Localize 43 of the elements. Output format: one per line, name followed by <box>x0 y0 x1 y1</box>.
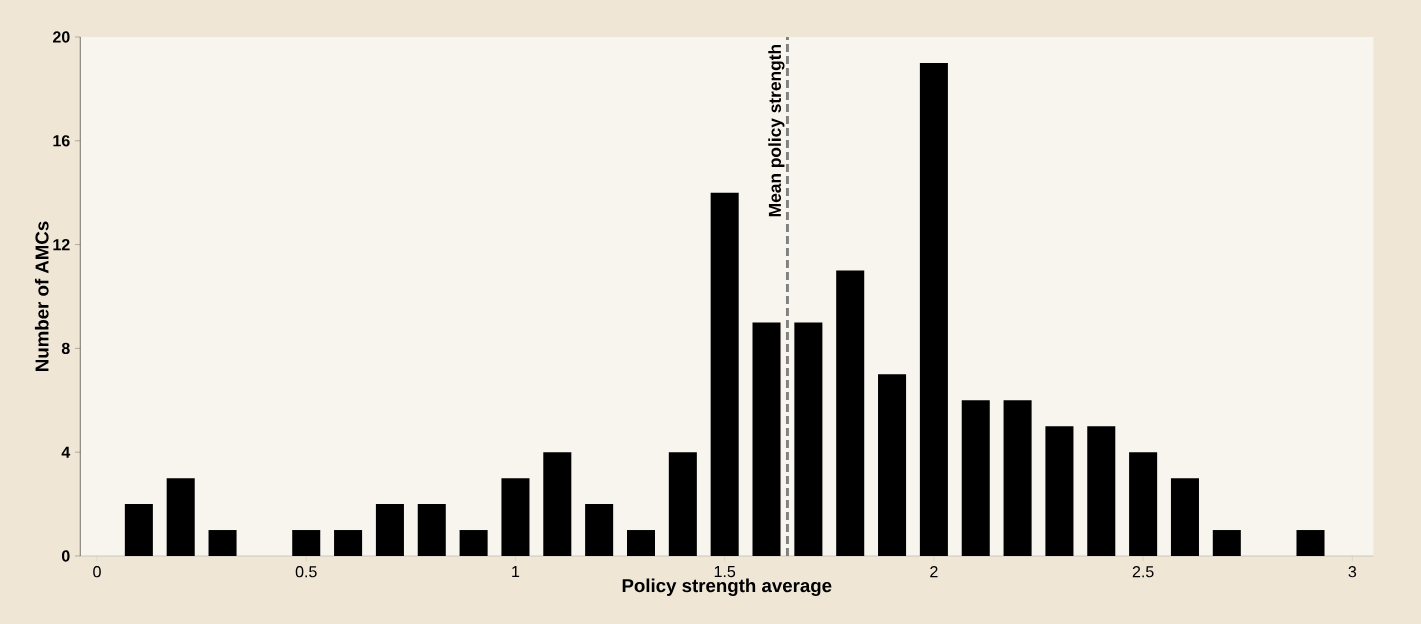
bar <box>794 322 823 556</box>
x-tick-label: 1 <box>512 566 520 578</box>
x-tick-label: 0.5 <box>295 566 317 578</box>
bar <box>1212 530 1241 556</box>
bar <box>1087 426 1116 556</box>
x-axis-title: Policy strength average <box>622 578 832 596</box>
y-tick-label: 12 <box>53 239 70 251</box>
bar <box>961 400 990 556</box>
bar <box>1129 452 1158 556</box>
bar <box>501 478 530 556</box>
x-tick-label: 0 <box>93 566 101 578</box>
bar <box>208 530 237 556</box>
bar <box>334 530 363 556</box>
y-tick-label: 20 <box>53 31 70 43</box>
x-tick-label: 2 <box>930 566 938 578</box>
ref-line-label: Mean policy strength <box>768 45 785 217</box>
x-tick-label: 1.5 <box>714 566 736 578</box>
bar <box>459 530 488 556</box>
bar <box>124 504 153 556</box>
bar <box>878 374 907 556</box>
bar <box>1170 478 1199 556</box>
bar <box>1296 530 1325 556</box>
bar <box>585 504 614 556</box>
bar <box>543 452 572 556</box>
bar <box>919 62 948 556</box>
y-tick-label: 4 <box>61 446 71 458</box>
y-tick-label: 0 <box>61 550 70 562</box>
bar <box>166 478 195 556</box>
bar <box>375 504 404 556</box>
x-tick-label: 3 <box>1348 566 1357 578</box>
bar <box>710 192 739 556</box>
bar <box>836 270 865 556</box>
x-tick-label: 2.5 <box>1132 566 1154 578</box>
bar <box>292 530 321 556</box>
y-axis-title: Number of AMCs <box>34 221 49 371</box>
bar <box>752 322 781 556</box>
y-tick-label: 8 <box>61 342 70 355</box>
y-tick-label: 16 <box>53 135 70 147</box>
bar <box>1045 426 1074 556</box>
bar <box>626 530 655 556</box>
bar <box>1003 400 1032 556</box>
bar <box>668 452 697 556</box>
bar <box>417 504 446 556</box>
